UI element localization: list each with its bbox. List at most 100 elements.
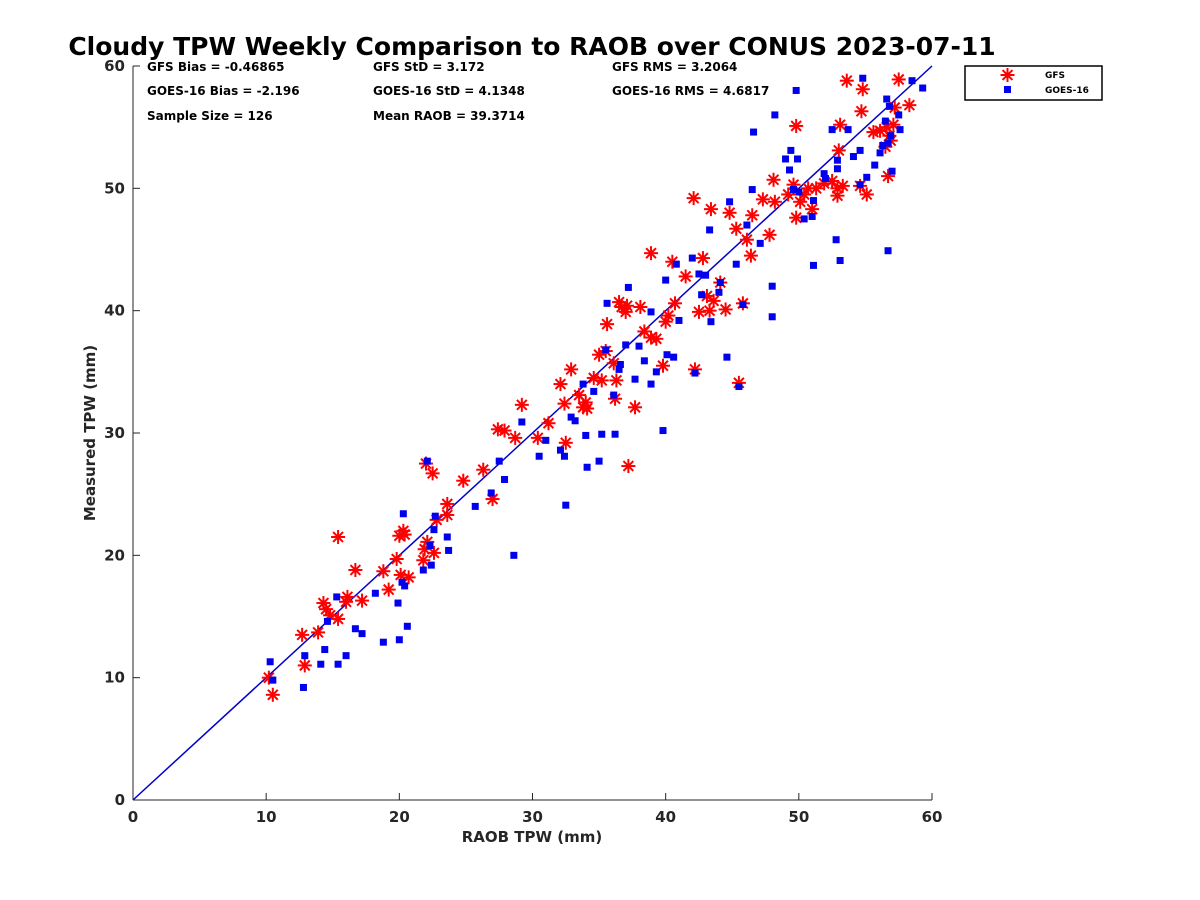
gfs-point [416, 553, 431, 568]
goes-16-point [471, 502, 479, 510]
goes-16-point [732, 260, 740, 268]
statistics-block: GFS Bias = -0.46865 GOES-16 Bias = -2.19… [147, 60, 769, 123]
goes-16-point [445, 546, 453, 554]
legend: GFS GOES-16 [964, 65, 1103, 101]
asterisk-stroke [588, 372, 600, 384]
asterisk-stroke [417, 554, 429, 566]
goes-16-point [849, 153, 857, 161]
goes-16-point [443, 533, 451, 541]
y-tick-label: 50 [104, 179, 125, 197]
goes-16-point [787, 146, 795, 154]
goes-16-point [395, 636, 403, 644]
gfs-point [541, 416, 556, 431]
asterisk-stroke [723, 207, 736, 219]
gfs-point [722, 205, 737, 220]
asterisk-stroke [767, 174, 780, 186]
asterisk-stroke [428, 547, 440, 559]
y-tick-label: 30 [104, 424, 125, 442]
gfs-bias-text: GFS Bias = -0.46865 [147, 60, 284, 74]
gfs-point [376, 564, 391, 579]
gfs-point [859, 187, 874, 202]
goes-16-point [820, 170, 828, 178]
asterisk-stroke [745, 249, 757, 262]
gfs-point [833, 117, 848, 132]
goes-16-point [321, 646, 329, 654]
goes-16-point [800, 215, 808, 223]
asterisk-stroke [596, 374, 608, 387]
goes-16-point [598, 430, 606, 438]
gfs-point [397, 527, 412, 542]
asterisk-stroke [790, 212, 802, 224]
asterisk-stroke [701, 290, 713, 302]
gfs-point [633, 299, 648, 314]
asterisk-stroke [580, 396, 592, 409]
goes-16-point [879, 142, 887, 150]
gfs-point [831, 143, 846, 158]
goes-16-point [908, 77, 916, 85]
asterisk-stroke [757, 193, 769, 206]
gfs-point [755, 192, 770, 207]
goes-16-point [399, 510, 407, 518]
goes-16-point [510, 551, 518, 559]
gfs-point [508, 430, 523, 445]
asterisk-stroke [317, 597, 330, 609]
goes-16-point [501, 475, 509, 483]
gfs-point [854, 104, 869, 119]
legend-asterisk [1000, 68, 1015, 82]
goes-16-point [743, 221, 751, 229]
gfs-point [678, 269, 693, 284]
goes-16-point [794, 155, 802, 163]
goes-16-point [582, 431, 590, 439]
goes-16-point [888, 167, 896, 175]
goes-16-point [542, 436, 550, 444]
goes-16-point [821, 175, 829, 183]
goes-16-point [691, 369, 699, 377]
asterisk-stroke [560, 437, 572, 449]
goes-bias-text: GOES-16 Bias = -2.196 [147, 84, 300, 98]
goes-16-point [518, 418, 526, 426]
goes-16-point [716, 279, 724, 287]
asterisk-stroke [707, 295, 720, 307]
asterisk-stroke [457, 475, 469, 487]
goes-16-point [317, 660, 325, 668]
asterisk-stroke [666, 256, 678, 268]
goes-16-point [919, 84, 927, 92]
asterisk-stroke [320, 603, 332, 615]
goes-16-point [616, 360, 624, 368]
gfs-point [600, 317, 615, 332]
goes-16-point [602, 346, 610, 354]
gfs-point [766, 172, 781, 187]
asterisk-stroke [349, 564, 362, 576]
gfs-point [331, 611, 346, 626]
asterisk-stroke [645, 331, 657, 344]
gfs-point [340, 589, 355, 604]
gfs-point [686, 191, 701, 206]
gfs-point [839, 73, 854, 88]
y-tick-label: 0 [115, 791, 125, 809]
asterisk-stroke [634, 301, 647, 313]
gfs-point [886, 117, 901, 132]
goes-16-point [567, 413, 575, 421]
gfs-point [297, 658, 312, 673]
gfs-point [637, 324, 652, 339]
gfs-point [553, 377, 568, 392]
asterisk-stroke [730, 223, 742, 235]
goes-16-point [640, 357, 648, 365]
goes-16-point [603, 299, 611, 307]
asterisk-stroke [565, 363, 577, 376]
gfs-point [456, 473, 471, 488]
goes-16-point [342, 652, 350, 660]
goes-16-point [695, 270, 703, 278]
goes-16-point [562, 501, 570, 509]
asterisk-stroke [267, 689, 279, 701]
legend-gfs-label: GFS [1045, 71, 1065, 81]
gfs-point [580, 401, 595, 416]
gfs-point [564, 362, 579, 377]
goes-16-point [809, 261, 817, 269]
goes-16-point [672, 260, 680, 268]
sample-size-text: Sample Size = 126 [147, 109, 273, 123]
asterisk-stroke [610, 374, 623, 387]
goes-16-point [652, 368, 660, 376]
gfs-point [661, 308, 676, 323]
